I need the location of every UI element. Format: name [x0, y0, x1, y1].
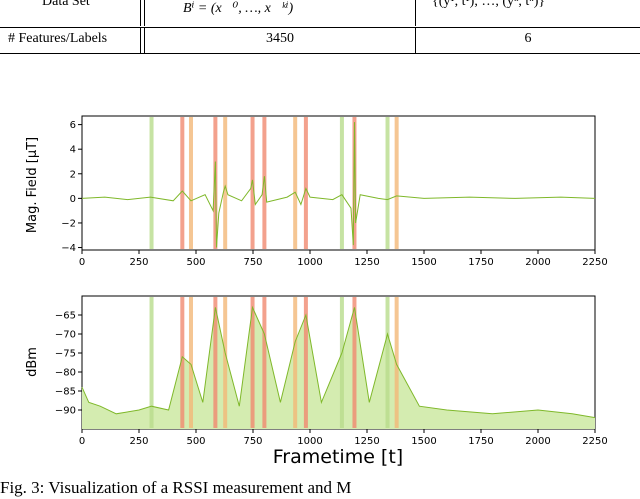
event-marker-red [180, 297, 185, 428]
table-row0-left: Bⁱ = (x⃗⁰, …, x⃗ᵏⁱ) [183, 1, 294, 16]
event-marker-red [250, 297, 255, 428]
y-tick-label: 2 [70, 169, 76, 180]
event-marker-orange [394, 117, 399, 249]
rssi-series-fill [82, 307, 595, 429]
x-tick-label: 2000 [525, 257, 550, 268]
y-tick-label: 4 [70, 145, 76, 156]
double-bar [144, 28, 145, 53]
event-marker-green [339, 117, 344, 249]
y-tick-label: −80 [55, 368, 76, 379]
table-rule-mid [0, 27, 640, 28]
single-bar [415, 28, 416, 53]
x-tick-label: 2250 [582, 257, 607, 268]
y-tick-label: −70 [55, 330, 76, 341]
y-tick-label: −75 [55, 349, 76, 360]
rssi-ylabel: dBm [25, 347, 40, 377]
x-tick-label: 1000 [297, 257, 322, 268]
double-bar [140, 0, 141, 26]
x-tick-label: 1000 [297, 436, 322, 447]
event-marker-red [303, 297, 308, 428]
x-tick-label: 750 [243, 257, 262, 268]
x-tick-label: 2000 [525, 436, 550, 447]
rssi-series-line [81, 305, 596, 419]
y-tick-label: 0 [70, 194, 76, 205]
event-marker-red [352, 117, 357, 249]
event-marker-orange [223, 297, 228, 428]
event-marker-orange [188, 117, 193, 249]
table-row1-right: 6 [524, 31, 532, 46]
x-tick-label: 2250 [582, 436, 607, 447]
event-marker-orange [293, 297, 298, 428]
event-marker-red [213, 297, 218, 428]
x-tick-label: 1250 [354, 257, 379, 268]
event-marker-red [180, 117, 185, 249]
mag-ylabel: Mag. Field [μT] [25, 137, 40, 233]
y-tick-label: −85 [55, 387, 76, 398]
x-tick-label: 0 [79, 257, 85, 268]
table-rule-bottom [0, 53, 640, 54]
rssi-chart: −65 −70 −75 −80 −85 −90 0 250 500 750 1000 1250 150… [25, 295, 608, 447]
mag-field-chart: −4 −2 0 2 4 6 0 250 500 750 1000 1250 1500 1750 2000 2… [25, 115, 608, 268]
event-marker-green [385, 297, 390, 428]
x-tick-label: 500 [186, 257, 205, 268]
event-marker-orange [223, 117, 228, 249]
figure-caption: Fig. 3: Visualization of a RSSI measurem… [0, 478, 352, 497]
y-tick-label: −90 [55, 406, 76, 417]
y-tick-label: −65 [55, 311, 76, 322]
event-marker-red [262, 297, 267, 428]
event-marker-orange [188, 297, 193, 428]
table-row1-label: # Features/Labels [8, 31, 108, 46]
x-tick-label: 750 [243, 436, 262, 447]
event-marker-red [303, 117, 308, 249]
mag-field-series-line [81, 122, 596, 248]
event-marker-red [352, 297, 357, 428]
figure: −4 −2 0 2 4 6 0 250 500 750 1000 1250 1500 1750 2000 2… [25, 115, 608, 468]
x-tick-label: 0 [79, 436, 85, 447]
x-tick-label: 1250 [354, 436, 379, 447]
table-row1-left: 3450 [266, 31, 294, 46]
x-tick-label: 500 [186, 436, 205, 447]
data-table: Data Set Bⁱ = (x⃗⁰, …, x⃗ᵏⁱ) {(ŷ¹, t¹), … [0, 0, 640, 56]
y-tick-label: 6 [70, 120, 76, 131]
event-marker-green [149, 297, 154, 428]
event-marker-green [149, 117, 154, 249]
y-tick-label: −2 [61, 218, 76, 229]
x-axis-label: Frametime [t] [273, 446, 403, 468]
table-row0-right: {(ŷ¹, t¹), …, (ŷᵏ, tᵏ)} [432, 0, 546, 9]
double-bar [144, 0, 145, 26]
x-tick-label: 250 [129, 436, 148, 447]
event-marker-orange [293, 117, 298, 249]
x-tick-label: 1750 [468, 436, 493, 447]
table-row0-label: Data Set [42, 0, 90, 9]
x-tick-label: 1500 [411, 257, 436, 268]
event-marker-green [339, 297, 344, 428]
x-tick-label: 1750 [468, 257, 493, 268]
y-tick-label: −4 [61, 243, 76, 254]
x-tick-label: 1500 [411, 436, 436, 447]
event-marker-green [385, 117, 390, 249]
x-tick-label: 250 [129, 257, 148, 268]
event-marker-orange [394, 297, 399, 428]
double-bar [140, 28, 141, 53]
event-marker-red [262, 117, 267, 249]
mag-plot-frame [81, 115, 596, 251]
single-bar [415, 0, 416, 26]
